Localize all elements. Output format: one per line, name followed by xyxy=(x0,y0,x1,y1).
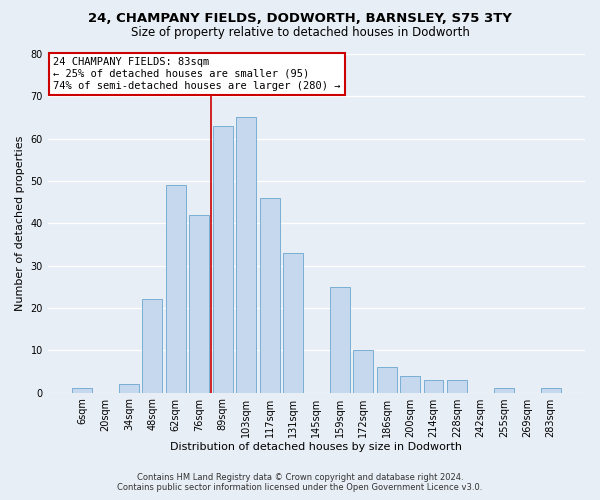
X-axis label: Distribution of detached houses by size in Dodworth: Distribution of detached houses by size … xyxy=(170,442,463,452)
Bar xyxy=(541,388,560,392)
Bar xyxy=(377,367,397,392)
Bar xyxy=(283,253,303,392)
Bar xyxy=(260,198,280,392)
Text: 24, CHAMPANY FIELDS, DODWORTH, BARNSLEY, S75 3TY: 24, CHAMPANY FIELDS, DODWORTH, BARNSLEY,… xyxy=(88,12,512,26)
Text: Size of property relative to detached houses in Dodworth: Size of property relative to detached ho… xyxy=(131,26,469,39)
Text: 24 CHAMPANY FIELDS: 83sqm
← 25% of detached houses are smaller (95)
74% of semi-: 24 CHAMPANY FIELDS: 83sqm ← 25% of detac… xyxy=(53,58,341,90)
Bar xyxy=(166,185,186,392)
Y-axis label: Number of detached properties: Number of detached properties xyxy=(15,136,25,311)
Bar xyxy=(400,376,420,392)
Bar xyxy=(213,126,233,392)
Bar xyxy=(190,215,209,392)
Bar xyxy=(353,350,373,393)
Text: Contains HM Land Registry data © Crown copyright and database right 2024.
Contai: Contains HM Land Registry data © Crown c… xyxy=(118,473,482,492)
Bar xyxy=(330,287,350,393)
Bar xyxy=(236,118,256,392)
Bar xyxy=(142,300,163,392)
Bar xyxy=(447,380,467,392)
Bar xyxy=(72,388,92,392)
Bar xyxy=(494,388,514,392)
Bar xyxy=(119,384,139,392)
Bar xyxy=(424,380,443,392)
